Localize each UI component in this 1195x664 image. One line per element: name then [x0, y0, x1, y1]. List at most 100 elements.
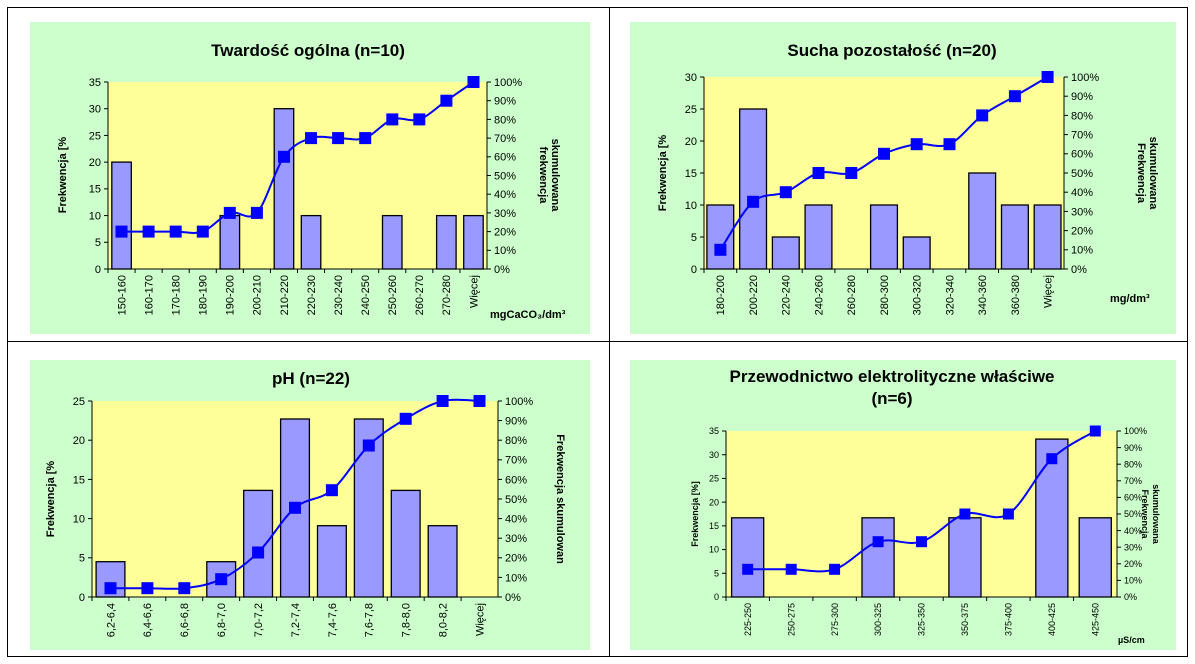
cumulative-marker [829, 563, 841, 575]
y2-tick-label: 90% [505, 415, 527, 427]
y-tick-labels: 0 5 10 15 20 25 30 35 [89, 77, 109, 276]
y-tick-labels: 0 5 10 15 20 25 30 [685, 72, 705, 276]
y-tick-label: 20 [709, 497, 719, 507]
x-tick-label: 260-280 [846, 275, 858, 315]
bar [390, 489, 421, 598]
cumulative-marker [289, 501, 301, 514]
cumulative-marker [959, 508, 971, 520]
cumulative-marker [1046, 453, 1058, 465]
x-tick-label: 210-220 [279, 275, 291, 315]
x-tick-label: 300-325 [873, 603, 883, 636]
cumulative-marker [747, 195, 760, 208]
bar [730, 517, 765, 598]
y-tick-label: 5 [95, 237, 101, 249]
x-tick-label: 150-160 [116, 275, 128, 315]
x-tick-labels: 180-200 200-220 220-240 240-260 260-280 280-3… [703, 268, 1064, 315]
x-tick-label: 6,6-6,8 [179, 603, 191, 637]
chart-hardness: Twardość ogólna (n=10) 0 5 10 15 20 25 30 35 0%… [57, 41, 566, 321]
bar [300, 214, 322, 270]
y2-tick-label: 30% [1071, 206, 1093, 218]
x-axis-unit: mgCaCO₃/dm³ [490, 309, 566, 321]
y2-tick-label: 80% [1124, 459, 1142, 469]
cumulative-marker [976, 109, 989, 122]
y2-tick-label: 0% [1071, 264, 1087, 276]
bar [427, 525, 458, 598]
bar [243, 489, 274, 598]
y2-tick-labels: 0% 10% 20% 30% 40% 50% 60% 70% 80% 90% 100% [497, 396, 533, 604]
y2-tick-label: 100% [494, 77, 522, 89]
cumulative-line-group [115, 76, 480, 238]
y-tick-label: 10 [709, 545, 719, 555]
bar [1000, 204, 1029, 270]
y-tick-label: 15 [73, 474, 85, 486]
y2-axis-title-line1: Frekwencja [1140, 489, 1150, 539]
x-tick-label: 360-380 [1010, 275, 1022, 315]
chart-title: Sucha pozostałość (n=20) [787, 41, 996, 60]
x-tick-labels: 6,2-6,4 6,4-6,6 6,6-6,8 6,8-7,0 7,0-7,2 7,2-7… [91, 596, 498, 637]
cumulative-marker [779, 186, 792, 199]
cumulative-marker [943, 138, 956, 151]
y2-tick-label: 10% [505, 572, 527, 584]
y2-axis-title-line1: frekwencja [537, 147, 549, 205]
x-tick-label: 6,2-6,4 [105, 603, 117, 637]
chart-panel-dry-residue: Sucha pozostałość (n=20) 0 5 10 15 20 25 30 0%… [630, 22, 1176, 334]
y-tick-labels: 0 5 10 15 20 25 30 35 [709, 426, 727, 602]
y2-tick-label: 70% [1071, 129, 1093, 141]
y2-tick-label: 60% [1071, 149, 1093, 161]
cumulative-marker [250, 206, 263, 219]
table-divider-horizontal [7, 341, 1188, 342]
x-tick-label: 6,4-6,6 [142, 603, 154, 637]
cumulative-marker [196, 225, 209, 238]
cumulative-marker [359, 132, 372, 145]
y2-tick-label: 30% [1124, 542, 1142, 552]
y2-tick-label: 40% [1071, 187, 1093, 199]
y-tick-label: 30 [685, 72, 697, 84]
y-tick-label: 10 [685, 200, 697, 212]
y2-tick-label: 20% [494, 226, 516, 238]
x-tick-label: 220-240 [781, 275, 793, 315]
y2-tick-label: 60% [505, 474, 527, 486]
cumulative-marker [916, 536, 927, 548]
x-tick-label: Więcej [1043, 275, 1055, 308]
x-tick-label: 250-275 [786, 603, 796, 636]
y-tick-label: 0 [79, 592, 85, 604]
y2-axis-title-line2: skumulowana [549, 139, 561, 213]
chart-dry-residue: Sucha pozostałość (n=20) 0 5 10 15 20 25 30 0%… [657, 41, 1159, 315]
cumulative-marker [473, 395, 486, 407]
y2-tick-labels: 0% 10% 20% 30% 40% 50% 60% 70% 80% 90% 100% [486, 77, 522, 276]
y2-axis-title-line2: skumulowana [1151, 484, 1161, 545]
y-tick-label: 5 [714, 568, 719, 578]
y-tick-label: 35 [709, 426, 719, 436]
y2-tick-label: 0% [505, 592, 521, 604]
cumulative-marker [104, 582, 117, 595]
bar [1033, 204, 1062, 270]
y2-tick-label: 40% [1124, 526, 1142, 536]
plot-area [108, 82, 487, 269]
x-tick-label: 7,0-7,2 [253, 603, 265, 637]
bar-group [111, 108, 484, 270]
bar [435, 214, 457, 270]
chart-conductivity: Przewodnictwo elektrolityczne właściwe (… [690, 367, 1161, 645]
cumulative-marker [332, 132, 345, 145]
cumulative-marker [142, 225, 155, 238]
cumulative-marker [1002, 508, 1014, 520]
y2-tick-labels: 0% 10% 20% 30% 40% 50% 60% 70% 80% 90% 100% [1063, 72, 1099, 276]
y-tick-label: 15 [89, 184, 101, 196]
bar [1078, 517, 1112, 598]
y2-tick-label: 20% [1124, 559, 1142, 569]
cumulative-marker [252, 546, 265, 559]
bar [219, 214, 241, 270]
y-tick-labels: 0 5 10 15 20 25 [73, 396, 93, 604]
y2-tick-label: 70% [1124, 476, 1142, 486]
bar [316, 525, 347, 598]
y-tick-label: 5 [79, 553, 85, 565]
x-tick-label: 7,6-7,8 [364, 603, 376, 637]
bar [1035, 438, 1069, 598]
cumulative-marker [413, 113, 426, 126]
y2-tick-label: 80% [505, 435, 527, 447]
x-tick-label: 8,0-8,2 [438, 603, 450, 637]
cumulative-marker [115, 225, 128, 238]
cumulative-marker [223, 206, 236, 219]
y2-tick-label: 80% [1071, 110, 1093, 122]
cumulative-marker [169, 225, 182, 238]
